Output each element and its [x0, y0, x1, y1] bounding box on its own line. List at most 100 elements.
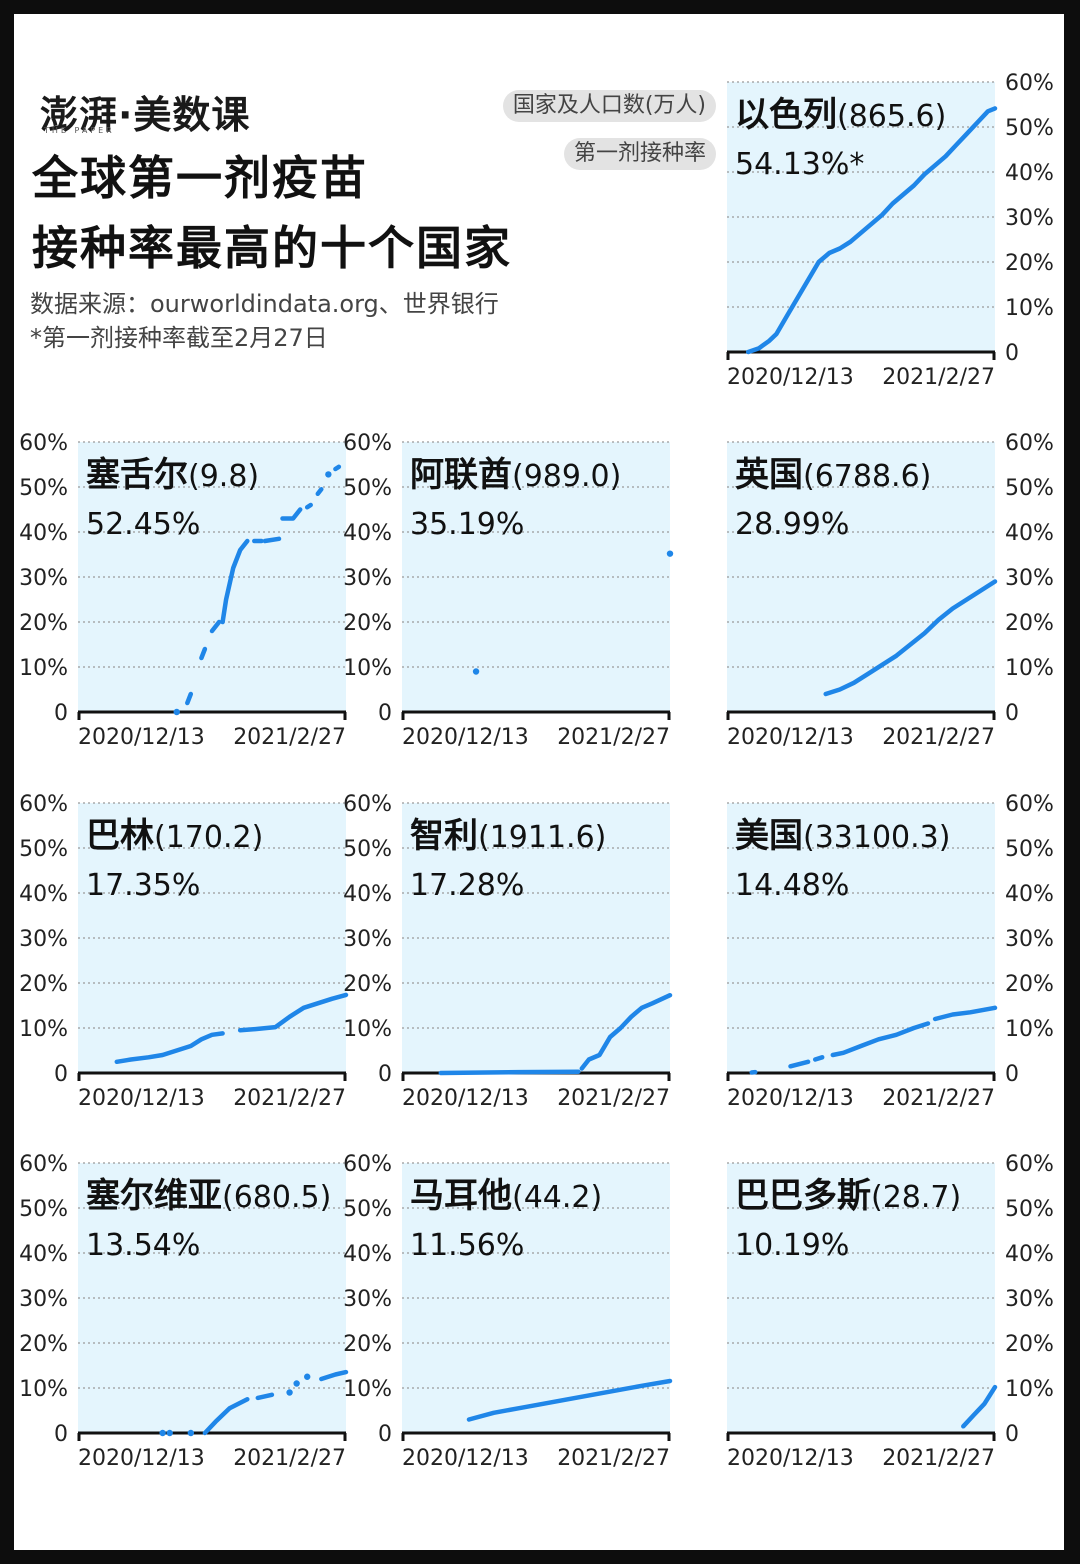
country-population: (680.5) — [222, 1180, 331, 1215]
country-name: 马耳他 — [410, 1176, 512, 1216]
vaccination-rate-label: 52.45% — [86, 507, 200, 542]
charts-svg: 0 10% 20% 30% 40% 50% 60% 2020/12/13 2021/2/27 以色… — [19, 71, 1054, 1471]
y-tick-label: 60% — [19, 792, 68, 817]
country-chart-3: 0 10% 20% 30% 40% 50% 60% 2020/12/13 2021/2/27 英国… — [726, 431, 1054, 750]
y-tick-label: 0 — [54, 1422, 68, 1447]
y-tick-label: 60% — [1005, 71, 1054, 96]
data-point — [666, 550, 674, 557]
y-tick-label: 20% — [19, 1332, 68, 1357]
series-line — [438, 1069, 581, 1076]
y-tick-label: 60% — [343, 1152, 392, 1177]
vaccination-rate-label: 17.35% — [86, 868, 200, 903]
chart-panel-background — [78, 803, 346, 1073]
vaccination-rate-label: 14.48% — [735, 868, 849, 903]
x-tick-label: 2020/12/13 — [402, 725, 529, 750]
data-point — [472, 668, 480, 675]
country-population: (989.0) — [512, 459, 621, 494]
data-point — [187, 1429, 195, 1437]
data-point — [304, 1373, 311, 1380]
chart-panel-background — [727, 1163, 995, 1433]
y-tick-label: 50% — [19, 837, 68, 862]
chart-panel-background — [402, 442, 670, 712]
y-tick-label: 60% — [19, 431, 68, 456]
y-tick-label: 40% — [343, 882, 392, 907]
country-label: 美国(33100.3) — [735, 816, 950, 856]
country-chart-6: 0 10% 20% 30% 40% 50% 60% 2020/12/13 2021/2/27 美国… — [726, 792, 1054, 1111]
country-population: (170.2) — [154, 820, 263, 855]
country-label: 巴林(170.2) — [86, 816, 263, 856]
y-tick-label: 10% — [19, 656, 68, 681]
y-tick-label: 30% — [343, 566, 392, 591]
y-tick-label: 40% — [1005, 882, 1054, 907]
country-name: 塞舌尔 — [86, 455, 188, 495]
y-tick-label: 50% — [19, 1197, 68, 1222]
country-population: (865.6) — [837, 99, 946, 134]
y-tick-label: 30% — [1005, 206, 1054, 231]
x-tick-label: 2021/2/27 — [882, 1086, 995, 1111]
x-tick-label: 2021/2/27 — [557, 1446, 670, 1471]
y-tick-label: 20% — [343, 1332, 392, 1357]
y-tick-label: 20% — [1005, 251, 1054, 276]
country-label: 以色列(865.6) — [735, 95, 946, 135]
x-tick-label: 2021/2/27 — [882, 725, 995, 750]
y-tick-label: 30% — [343, 1287, 392, 1312]
country-chart-7: 0 10% 20% 30% 40% 50% 60% 2020/12/13 2021/2/27 塞尔… — [19, 1152, 349, 1471]
y-tick-label: 50% — [1005, 1197, 1054, 1222]
y-tick-label: 60% — [343, 792, 392, 817]
y-tick-label: 50% — [343, 476, 392, 501]
y-tick-label: 10% — [1005, 656, 1054, 681]
x-tick-label: 2020/12/13 — [402, 1086, 529, 1111]
country-population: (6788.6) — [803, 459, 931, 494]
x-tick-label: 2020/12/13 — [727, 1446, 854, 1471]
y-tick-label: 20% — [1005, 972, 1054, 997]
page-title-line-2: 接种率最高的十个国家 — [32, 221, 512, 275]
country-population: (44.2) — [512, 1180, 602, 1215]
y-tick-label: 20% — [343, 611, 392, 636]
y-tick-label: 40% — [343, 1242, 392, 1267]
series-line — [304, 502, 313, 510]
series-line — [280, 507, 303, 521]
y-tick-label: 20% — [1005, 611, 1054, 636]
y-tick-label: 10% — [343, 1377, 392, 1402]
y-tick-label: 10% — [343, 656, 392, 681]
y-tick-label: 10% — [19, 1377, 68, 1402]
series-line — [823, 579, 998, 697]
y-tick-label: 40% — [1005, 161, 1054, 186]
country-label: 塞舌尔(9.8) — [86, 455, 259, 495]
series-line — [932, 1005, 998, 1022]
series-line — [812, 1055, 825, 1062]
y-tick-label: 30% — [1005, 1287, 1054, 1312]
vaccination-rate-label: 35.19% — [410, 507, 524, 542]
y-tick-label: 0 — [378, 1422, 392, 1447]
y-tick-label: 20% — [19, 611, 68, 636]
vaccination-rate-label: 28.99% — [735, 507, 849, 542]
x-tick-label: 2020/12/13 — [78, 725, 205, 750]
y-tick-label: 40% — [19, 521, 68, 546]
country-label: 英国(6788.6) — [735, 455, 931, 495]
y-tick-label: 0 — [1005, 341, 1019, 366]
y-tick-label: 0 — [378, 701, 392, 726]
y-tick-label: 60% — [1005, 792, 1054, 817]
data-point — [325, 471, 332, 478]
vaccination-rate-label: 17.28% — [410, 868, 524, 903]
footnote: *第一剂接种率截至2月27日 — [30, 324, 328, 352]
series-line — [466, 1378, 673, 1422]
y-tick-label: 0 — [1005, 701, 1019, 726]
country-name: 智利 — [410, 816, 478, 856]
y-tick-label: 10% — [19, 1017, 68, 1042]
y-tick-label: 30% — [1005, 927, 1054, 952]
x-tick-label: 2021/2/27 — [233, 1086, 346, 1111]
country-population: (9.8) — [188, 459, 259, 494]
data-point — [293, 1380, 300, 1387]
y-tick-label: 20% — [1005, 1332, 1054, 1357]
vaccination-rate-label: 11.56% — [410, 1228, 524, 1263]
y-tick-label: 10% — [343, 1017, 392, 1042]
x-tick-label: 2021/2/27 — [882, 1446, 995, 1471]
y-tick-label: 0 — [1005, 1062, 1019, 1087]
country-name: 塞尔维亚 — [86, 1176, 222, 1216]
chart-panel-background — [402, 803, 670, 1073]
chart-panel-background — [78, 442, 346, 712]
y-tick-label: 50% — [343, 1197, 392, 1222]
country-label: 智利(1911.6) — [410, 816, 606, 856]
y-tick-label: 10% — [1005, 1377, 1054, 1402]
